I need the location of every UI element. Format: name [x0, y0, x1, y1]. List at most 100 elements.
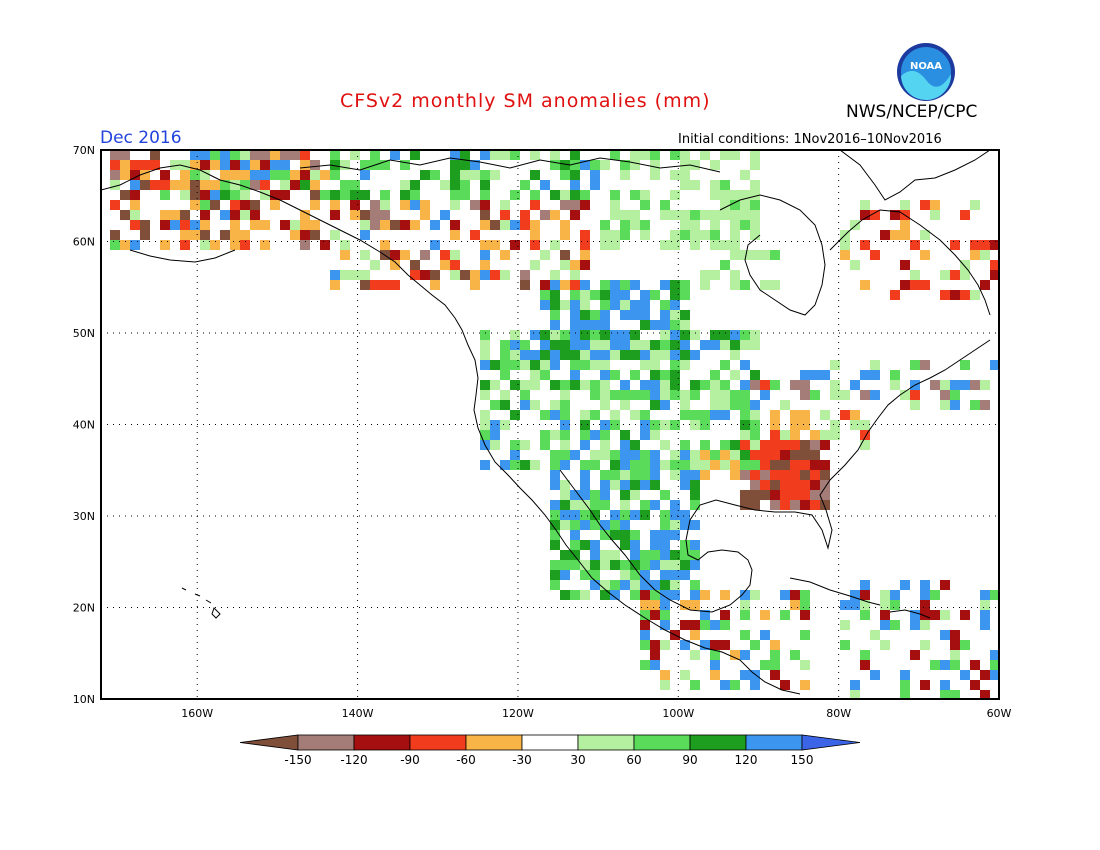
lon-tick-label: 120W	[502, 707, 534, 720]
anomaly-cell	[330, 160, 340, 170]
coast-hispaniola	[889, 609, 931, 619]
anomaly-cell	[820, 490, 830, 500]
anomaly-cell	[570, 450, 580, 460]
anomaly-cell	[750, 380, 760, 390]
anomaly-cell	[350, 210, 360, 220]
anomaly-cell	[610, 450, 620, 460]
anomaly-cell	[200, 210, 210, 220]
anomaly-cell	[670, 380, 680, 390]
anomaly-cell	[230, 240, 240, 250]
legend-label: -30	[512, 753, 532, 767]
anomaly-cell	[500, 200, 510, 210]
legend-arrow-low	[239, 734, 299, 751]
anomaly-cell	[640, 430, 650, 440]
anomaly-cell	[210, 190, 220, 200]
anomaly-cell	[140, 230, 150, 240]
anomaly-cell	[680, 330, 690, 340]
anomaly-cell	[640, 350, 650, 360]
anomaly-cell	[540, 280, 550, 290]
anomaly-cell	[510, 410, 520, 420]
anomaly-cell	[830, 420, 840, 430]
anomaly-cell	[650, 150, 660, 160]
anomaly-cell	[660, 510, 670, 520]
anomaly-cell	[800, 410, 810, 420]
legend-swatch	[633, 734, 691, 751]
anomaly-cell	[640, 380, 650, 390]
anomaly-cell	[610, 350, 620, 360]
anomaly-cell	[920, 610, 930, 620]
anomaly-cell	[430, 280, 440, 290]
anomaly-cell	[380, 200, 390, 210]
anomaly-cell	[870, 390, 880, 400]
anomaly-cell	[930, 200, 940, 210]
anomaly-cell	[570, 490, 580, 500]
anomaly-cell	[550, 560, 560, 570]
anomaly-cell	[650, 400, 660, 410]
anomaly-cell	[550, 190, 560, 200]
anomaly-cell	[610, 580, 620, 590]
anomaly-cell	[680, 560, 690, 570]
anomaly-cell	[540, 250, 550, 260]
axis-ticks: 160W 140W 120W 100W 80W 60W 70N 60N 50N 40N 30N 20N…	[73, 144, 1012, 720]
anomaly-cell	[170, 210, 180, 220]
anomaly-cell	[750, 160, 760, 170]
anomaly-cell	[550, 380, 560, 390]
anomaly-cell	[800, 480, 810, 490]
anomaly-cell	[240, 210, 250, 220]
anomaly-cell	[670, 340, 680, 350]
anomaly-cell	[760, 280, 770, 290]
anomaly-cell	[400, 220, 410, 230]
anomaly-cell	[640, 220, 650, 230]
anomaly-cell	[740, 500, 750, 510]
anomaly-cell	[830, 390, 840, 400]
anomaly-cells	[110, 150, 999, 699]
anomaly-cell	[220, 180, 230, 190]
anomaly-cell	[740, 170, 750, 180]
anomaly-cell	[700, 610, 710, 620]
anomaly-cell	[630, 530, 640, 540]
lon-tick-label: 60W	[987, 707, 1012, 720]
anomaly-cell	[880, 610, 890, 620]
anomaly-cell	[920, 200, 930, 210]
anomaly-cell	[910, 270, 920, 280]
anomaly-cell	[670, 170, 680, 180]
anomaly-cell	[620, 520, 630, 530]
anomaly-cell	[710, 160, 720, 170]
anomaly-cell	[740, 650, 750, 660]
anomaly-cell	[890, 380, 900, 390]
anomaly-cell	[560, 500, 570, 510]
anomaly-cell	[740, 200, 750, 210]
anomaly-cell	[950, 240, 960, 250]
anomaly-cell	[610, 460, 620, 470]
anomaly-cell	[280, 220, 290, 230]
anomaly-cell	[630, 190, 640, 200]
anomaly-cell	[460, 150, 470, 160]
anomaly-cell	[450, 150, 460, 160]
anomaly-cell	[360, 190, 370, 200]
anomaly-cell	[590, 550, 600, 560]
anomaly-cell	[930, 210, 940, 220]
anomaly-cell	[590, 380, 600, 390]
anomaly-cell	[950, 270, 960, 280]
anomaly-cell	[300, 220, 310, 230]
anomaly-cell	[450, 220, 460, 230]
anomaly-cell	[900, 220, 910, 230]
anomaly-cell	[630, 410, 640, 420]
anomaly-cell	[740, 280, 750, 290]
anomaly-cell	[710, 620, 720, 630]
anomaly-cell	[580, 340, 590, 350]
anomaly-cell	[750, 460, 760, 470]
anomaly-cell	[450, 170, 460, 180]
anomaly-cell	[830, 360, 840, 370]
anomaly-cell	[800, 420, 810, 430]
anomaly-cell	[610, 520, 620, 530]
anomaly-cell	[640, 360, 650, 370]
anomaly-cell	[690, 490, 700, 500]
anomaly-cell	[500, 360, 510, 370]
anomaly-cell	[230, 190, 240, 200]
anomaly-cell	[300, 170, 310, 180]
coast-hudson-bay	[719, 194, 826, 316]
anomaly-cell	[640, 510, 650, 520]
anomaly-cell	[520, 380, 530, 390]
anomaly-cell	[770, 440, 780, 450]
